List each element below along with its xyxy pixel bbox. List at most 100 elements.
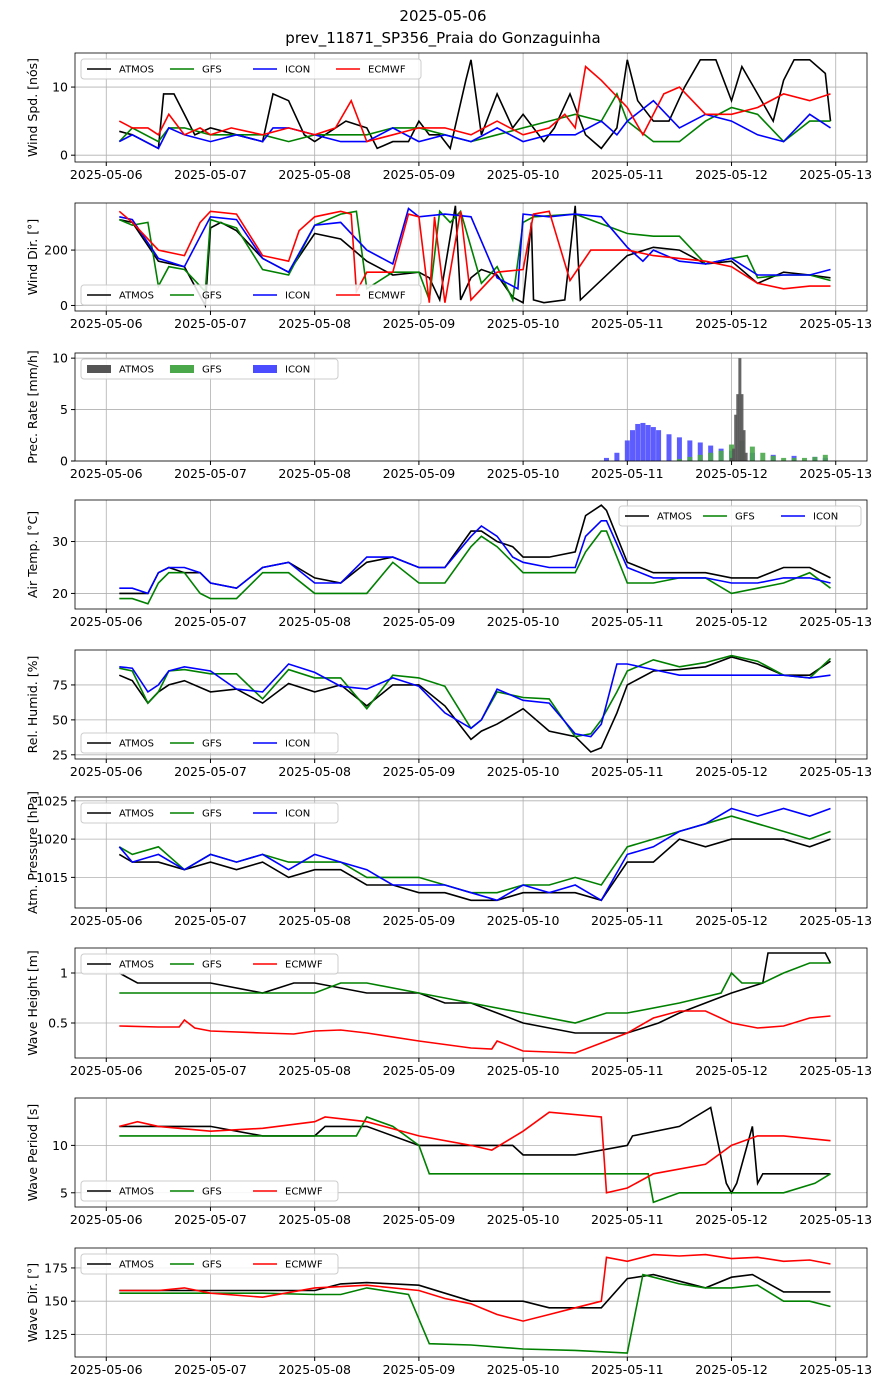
legend: ATMOS GFS ICON — [80, 802, 339, 824]
series-line-ecmwf — [118, 65, 831, 143]
series-line-icon — [119, 663, 831, 738]
bar-gfs — [812, 456, 818, 461]
panel-3: 2025-05-06 2025-05-07 2025-05-08 2025-05-09… — [25, 350, 872, 481]
panel-6: 2025-05-06 2025-05-07 2025-05-08 2025-05-09… — [25, 791, 872, 928]
y-axis-label: Wave Height [m] — [25, 950, 40, 1056]
x-tick-label: 2025-05-13 — [799, 1063, 872, 1078]
legend-box — [80, 1180, 339, 1202]
legend-label-ecmwf: ECMWF — [285, 1187, 323, 1198]
x-tick-label: 2025-05-06 — [70, 1362, 143, 1377]
bar-gfs — [708, 452, 714, 461]
series-group — [118, 654, 832, 753]
x-tick-label: 2025-05-08 — [278, 316, 351, 331]
x-tick-label: 2025-05-07 — [174, 167, 247, 182]
legend-label-gfs: GFS — [202, 1187, 222, 1198]
x-tick-label: 2025-05-09 — [383, 764, 456, 779]
x-tick-label: 2025-05-09 — [383, 1063, 456, 1078]
series-line-gfs — [119, 530, 831, 605]
legend-label-atmos: ATMOS — [119, 1260, 154, 1271]
series-line-atmos — [118, 838, 831, 902]
series-line-atmos — [118, 656, 831, 753]
x-tick-label: 2025-05-09 — [383, 167, 456, 182]
bar-gfs — [760, 452, 766, 461]
y-tick-label: 10 — [52, 1138, 68, 1153]
series-line-ecmwf — [118, 210, 831, 303]
y-axis-label: Atm. Pressure [hPa] — [25, 791, 40, 914]
bar-icon — [676, 437, 682, 461]
bar-atmos — [744, 452, 748, 461]
legend-box — [80, 58, 422, 80]
bar-icon — [614, 452, 620, 461]
x-tick-label: 2025-05-09 — [383, 1362, 456, 1377]
y-tick-label: 1 — [60, 966, 68, 981]
y-tick-label: 5 — [60, 1185, 68, 1200]
series-line-gfs — [119, 1116, 831, 1204]
x-tick-label: 2025-05-10 — [487, 316, 560, 331]
series-group — [603, 358, 828, 461]
x-tick-label: 2025-05-07 — [174, 316, 247, 331]
series-group — [119, 504, 831, 605]
legend-label-icon: ICON — [285, 291, 310, 302]
x-tick-label: 2025-05-09 — [383, 316, 456, 331]
x-tick-label: 2025-05-06 — [70, 167, 143, 182]
axes-frame — [74, 499, 868, 610]
bar-gfs — [781, 457, 787, 461]
series-group — [119, 1253, 831, 1354]
series-line-gfs — [118, 815, 831, 894]
bar-atmos — [730, 457, 734, 461]
legend-label-atmos: ATMOS — [119, 291, 154, 302]
y-tick-label: 0 — [60, 454, 68, 469]
bar-atmos — [742, 430, 746, 461]
axes-frame — [74, 947, 868, 1059]
bar-icon — [645, 425, 651, 461]
x-tick-label: 2025-05-10 — [487, 466, 560, 481]
x-tick-label: 2025-05-12 — [695, 1362, 768, 1377]
x-tick-label: 2025-05-12 — [695, 764, 768, 779]
x-tick-label: 2025-05-12 — [695, 614, 768, 629]
panel-5: 2025-05-06 2025-05-07 2025-05-08 2025-05-09… — [25, 649, 872, 779]
axes-frame — [74, 1097, 868, 1208]
legend-label-gfs: GFS — [202, 809, 222, 820]
y-axis-label: Rel. Humid. [%] — [25, 656, 40, 754]
x-tick-label: 2025-05-11 — [591, 764, 664, 779]
bar-atmos — [738, 358, 742, 461]
legend-label-atmos: ATMOS — [119, 65, 154, 76]
x-tick-label: 2025-05-10 — [487, 614, 560, 629]
bar-icon — [635, 423, 641, 461]
x-tick-label: 2025-05-13 — [799, 614, 872, 629]
series-line-icon — [118, 807, 831, 902]
x-tick-label: 2025-05-06 — [70, 1063, 143, 1078]
x-tick-label: 2025-05-12 — [695, 167, 768, 182]
y-tick-label: 1025 — [36, 793, 68, 808]
panel-9: 2025-05-06 2025-05-07 2025-05-08 2025-05-09… — [25, 1247, 872, 1377]
series-line-icon — [119, 519, 831, 595]
y-tick-label: 1015 — [36, 870, 68, 885]
x-tick-label: 2025-05-13 — [799, 764, 872, 779]
legend: ATMOS GFS ICON — [618, 505, 862, 527]
x-tick-label: 2025-05-07 — [174, 1063, 247, 1078]
x-tick-label: 2025-05-13 — [799, 913, 872, 928]
legend-label-ecmwf: ECMWF — [285, 1260, 323, 1271]
y-axis-label: Wind Dir. [°] — [25, 219, 40, 295]
bar-icon — [666, 434, 672, 461]
x-tick-label: 2025-05-08 — [278, 764, 351, 779]
series-line-atmos — [119, 1273, 831, 1309]
figure-title-line1: 2025-05-06 — [399, 7, 487, 25]
x-tick-label: 2025-05-08 — [278, 167, 351, 182]
legend: ATMOS GFS ICON — [80, 358, 339, 380]
axes-frame — [74, 649, 868, 760]
x-tick-label: 2025-05-09 — [383, 913, 456, 928]
x-tick-label: 2025-05-07 — [174, 913, 247, 928]
x-tick-label: 2025-05-13 — [799, 316, 872, 331]
series-line-gfs — [118, 92, 831, 143]
series-group — [118, 807, 831, 902]
bar-icon — [630, 430, 636, 461]
legend-box — [80, 1253, 339, 1275]
legend-label-atmos: ATMOS — [119, 960, 154, 971]
x-tick-label: 2025-05-12 — [695, 466, 768, 481]
axes-frame — [74, 202, 868, 312]
bar-icon — [687, 440, 693, 461]
legend-box — [80, 802, 339, 824]
series-line-ecmwf — [119, 1253, 831, 1322]
